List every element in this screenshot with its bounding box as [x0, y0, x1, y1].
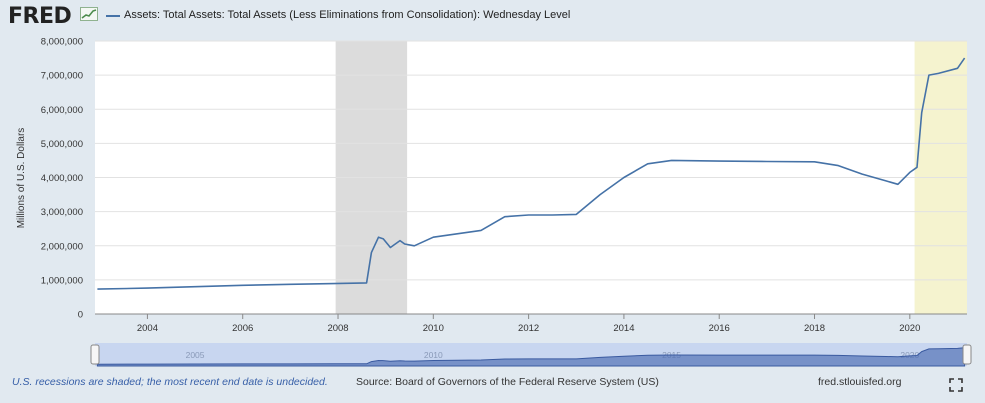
navigator-tick-label: 2010	[424, 350, 443, 360]
chart-area[interactable]: 0 1,000,000 2,000,000 3,000,000 4,000,000 5,0…	[0, 34, 985, 376]
y-tick-label: 2,000,000	[41, 241, 83, 252]
fred-logo[interactable]: FRED	[8, 4, 72, 29]
graph-logo-icon	[80, 7, 98, 21]
x-tick-label: 2012	[518, 323, 539, 334]
navigator-scrollbar[interactable]: 2005201020152020	[90, 343, 972, 367]
y-tick-label: 7,000,000	[41, 71, 83, 82]
navigator-series	[96, 347, 966, 367]
x-tick-label: 2016	[709, 323, 730, 334]
y-tick-label: 0	[78, 310, 83, 321]
x-tick-label: 2006	[232, 323, 253, 334]
x-tick-label: 2008	[327, 323, 348, 334]
source-url[interactable]: fred.stlouisfed.org	[818, 376, 902, 388]
series-lines	[97, 57, 966, 290]
navigator-left-handle[interactable]	[90, 344, 100, 365]
navigator-tick-label: 2020	[900, 350, 919, 360]
legend-label: Assets: Total Assets: Total Assets (Less…	[124, 9, 571, 21]
x-tick-label: 2010	[423, 323, 444, 334]
y-axis-label: Millions of U.S. Dollars	[16, 128, 27, 229]
navigator-right-handle[interactable]	[962, 344, 972, 365]
x-tick-label: 2004	[137, 323, 158, 334]
grid-lines	[95, 40, 967, 281]
source-note: Source: Board of Governors of the Federa…	[356, 376, 659, 388]
x-axis-ticks: 2004 2006 2008 2010 2012 2014 2016 2018 2020	[137, 314, 920, 334]
y-tick-label: 1,000,000	[41, 275, 83, 286]
y-tick-label: 4,000,000	[41, 173, 83, 184]
y-axis-ticks: 0 1,000,000 2,000,000 3,000,000 4,000,000 5,0…	[41, 37, 83, 321]
x-tick-label: 2018	[804, 323, 825, 334]
recession-note: U.S. recessions are shaded; the most rec…	[12, 376, 328, 388]
series-line-0[interactable]	[97, 57, 966, 290]
x-tick-label: 2014	[613, 323, 634, 334]
chart-header: FRED Assets: Total Assets: Total Assets …	[0, 0, 985, 34]
legend-line-swatch	[106, 15, 120, 17]
y-tick-label: 6,000,000	[41, 105, 83, 116]
y-tick-label: 8,000,000	[41, 37, 83, 48]
y-tick-label: 3,000,000	[41, 207, 83, 218]
navigator-tick-label: 2005	[186, 350, 205, 360]
y-tick-label: 5,000,000	[41, 139, 83, 150]
x-tick-label: 2020	[899, 323, 920, 334]
fullscreen-icon[interactable]	[949, 378, 963, 392]
